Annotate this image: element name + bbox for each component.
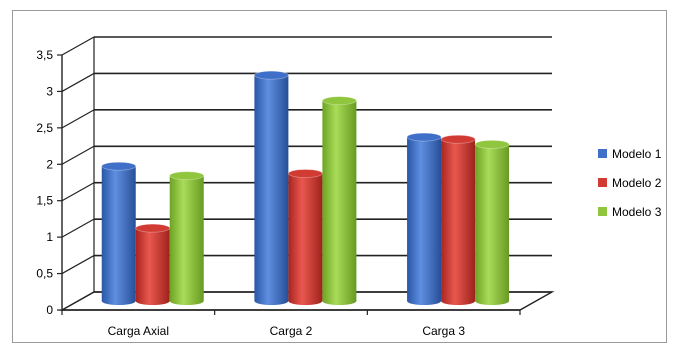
- x-category-label: Carga 2: [270, 324, 313, 338]
- y-tick-label: 0: [46, 303, 53, 317]
- bar-top: [253, 70, 289, 80]
- side-gridline: [61, 218, 95, 238]
- side-gridline: [61, 145, 95, 165]
- bar-modelo-1-carga-axial: [101, 161, 137, 305]
- bar-modelo-1-carga-2: [253, 70, 289, 306]
- y-tick-label: 1: [46, 230, 53, 244]
- bar-top: [406, 132, 442, 142]
- side-gridline: [61, 255, 95, 275]
- bar-top: [135, 223, 171, 233]
- bar-body: [135, 228, 170, 305]
- bar-body: [407, 137, 442, 305]
- bar-body: [288, 173, 323, 305]
- bar-modelo-3-carga-axial: [169, 171, 205, 305]
- bar-body: [254, 75, 289, 306]
- bar-modelo-3-carga-3: [474, 139, 510, 305]
- side-gridline: [61, 36, 95, 56]
- legend-label: Modelo 3: [612, 205, 662, 219]
- bar-modelo-1-carga-3: [406, 132, 442, 305]
- side-gridline: [61, 109, 95, 129]
- bar-body: [475, 144, 510, 305]
- side-gridline: [61, 72, 95, 92]
- bar-modelo-2-carga-axial: [135, 223, 171, 305]
- bar-body: [441, 139, 476, 305]
- x-category-label: Carga 3: [422, 324, 465, 338]
- bar-top: [440, 134, 476, 144]
- y-tick-label: 0,5: [36, 267, 53, 281]
- y-tick-label: 1,5: [36, 194, 53, 208]
- bar-top: [169, 171, 205, 181]
- bar-body: [169, 175, 204, 305]
- y-tick-label: 3,5: [36, 48, 53, 62]
- bar-top: [287, 169, 323, 178]
- bar-top: [101, 161, 137, 171]
- legend-swatch: [598, 149, 607, 158]
- bar-top: [474, 139, 510, 149]
- x-category-label: Carga Axial: [108, 324, 169, 338]
- bar-top: [321, 96, 357, 106]
- bar-body: [101, 166, 136, 305]
- side-gridline: [61, 182, 95, 202]
- legend-label: Modelo 2: [612, 176, 662, 190]
- bar-body: [322, 100, 357, 306]
- legend-swatch: [598, 178, 607, 187]
- y-tick-label: 2: [46, 157, 53, 171]
- legend-swatch: [598, 207, 607, 216]
- bar-modelo-2-carga-3: [440, 134, 476, 305]
- bar-modelo-2-carga-2: [287, 169, 323, 305]
- bar-modelo-3-carga-2: [321, 96, 357, 306]
- y-tick-label: 2,5: [36, 121, 53, 135]
- legend-label: Modelo 1: [612, 147, 662, 161]
- y-tick-label: 3: [46, 84, 53, 98]
